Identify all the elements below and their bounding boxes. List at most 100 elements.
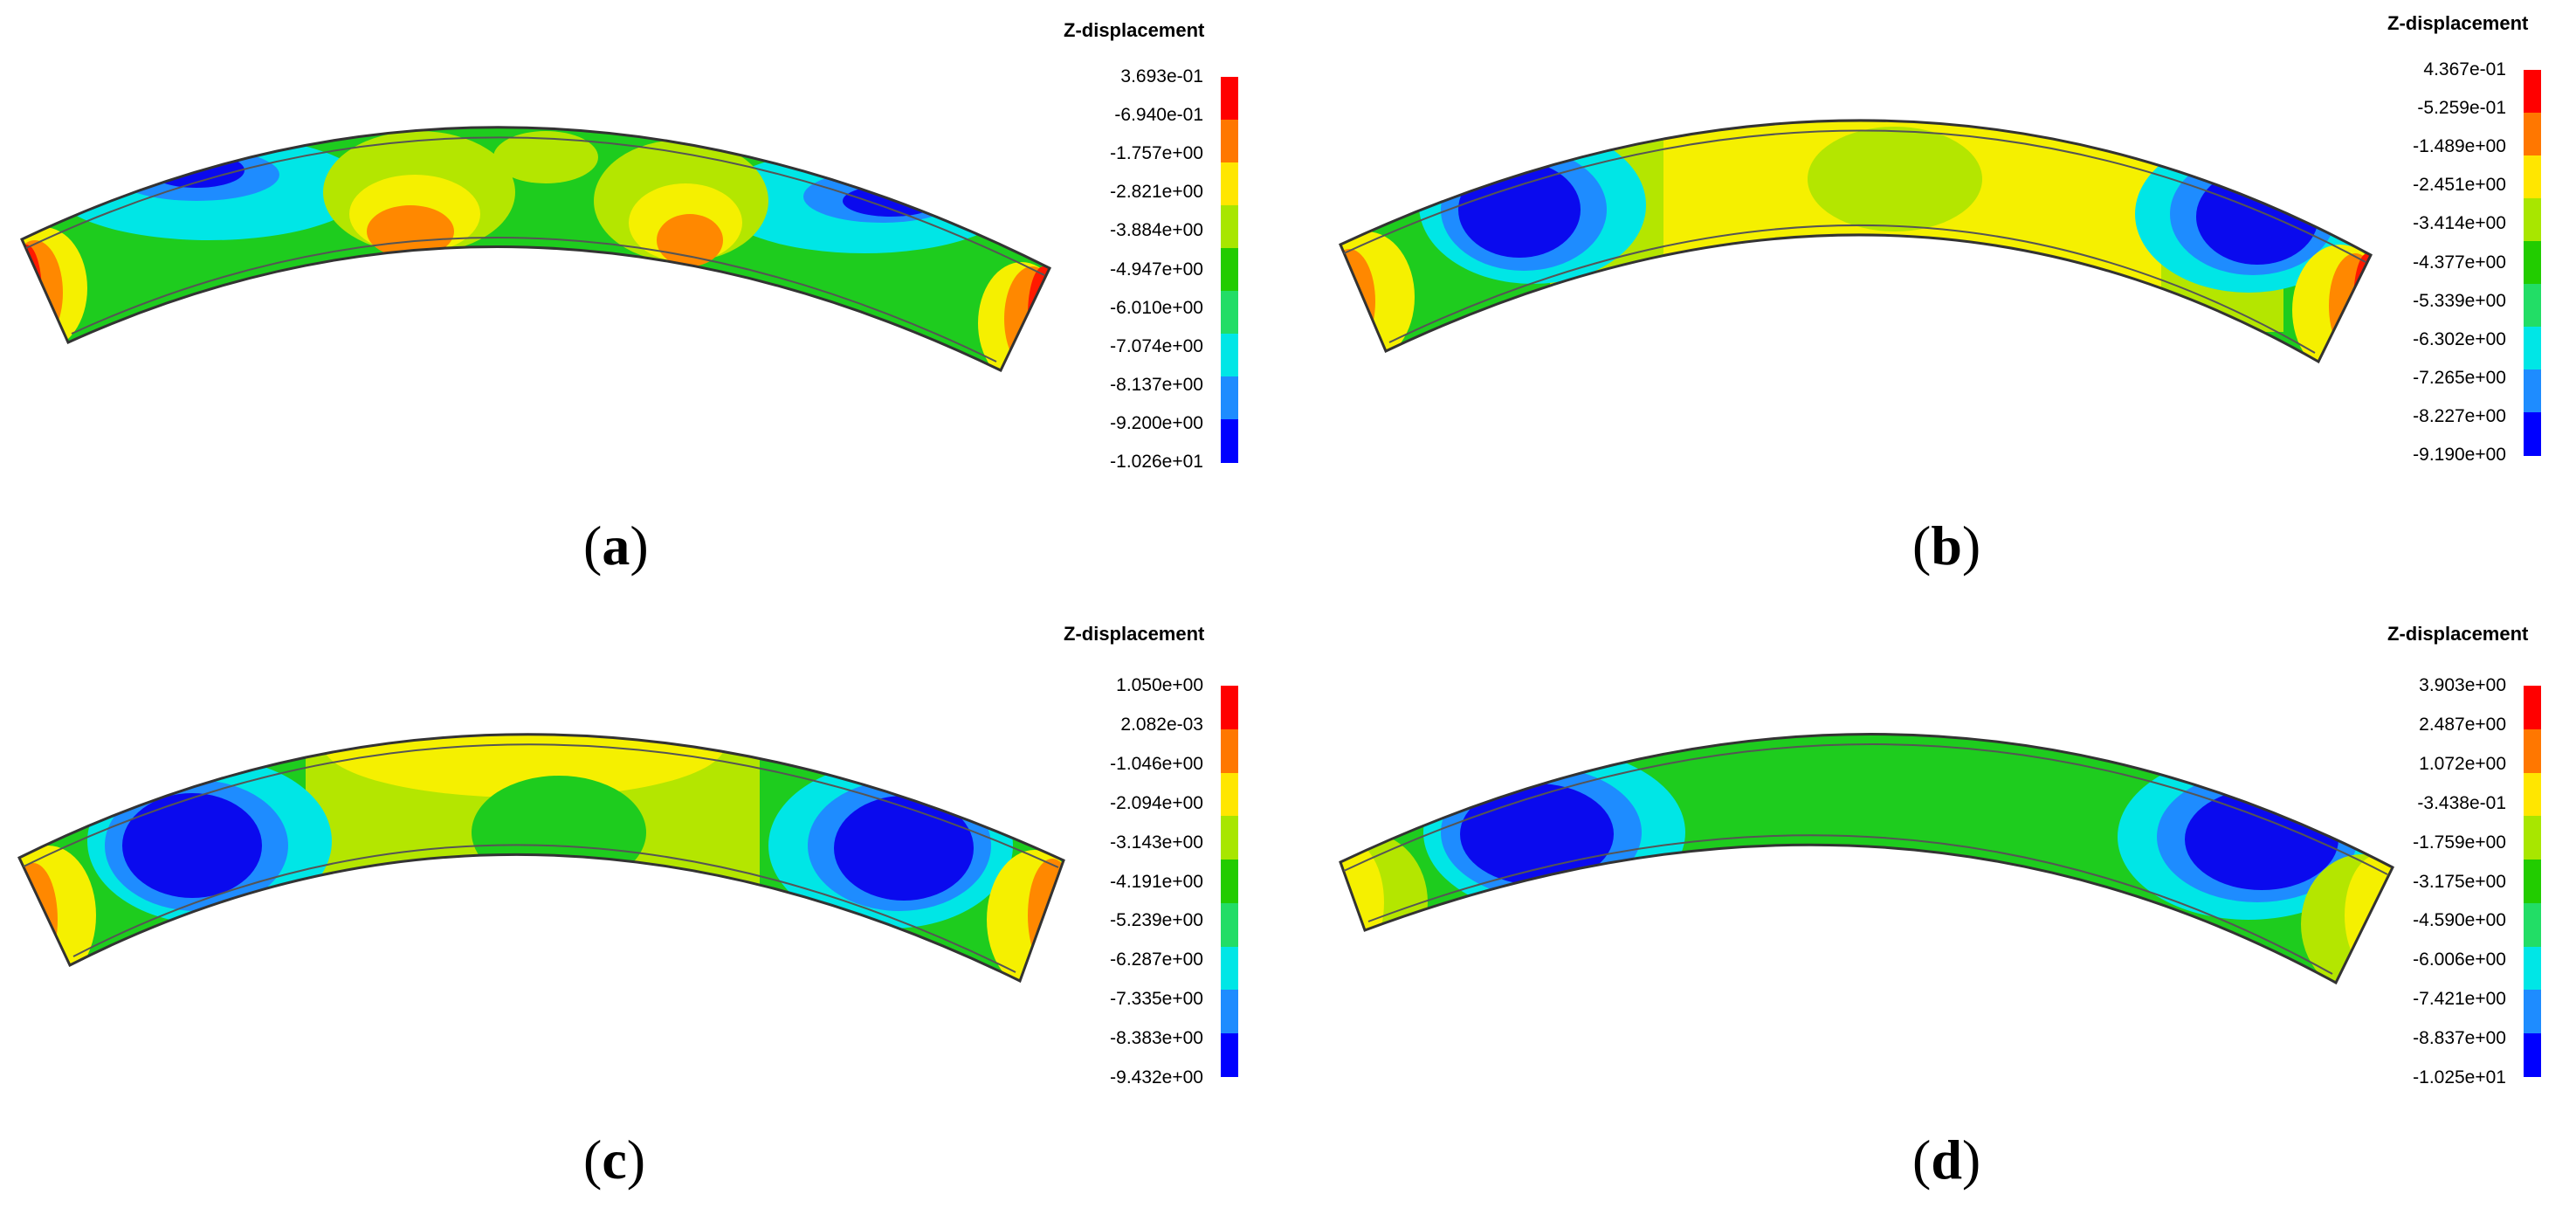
arch-inner-line [23, 743, 1059, 868]
legend-tick-label: -2.821e+00 [1110, 182, 1203, 202]
contour-plot-d [1339, 633, 2394, 985]
colorbar-swatch [2524, 369, 2541, 413]
legend-tick-label: -6.010e+00 [1110, 298, 1203, 318]
legend-tick-label: -5.259e-01 [2417, 98, 2506, 118]
legend-title: Z-displacement [1064, 623, 1205, 645]
colorbar-swatch [2524, 327, 2541, 370]
field-orange-leftend [19, 863, 58, 977]
legend-tick-label: -3.414e+00 [2413, 213, 2506, 233]
legend-tick-label: 2.082e-03 [1120, 715, 1203, 735]
legend-tick-label: -8.227e+00 [2413, 406, 2506, 426]
contour-plot-a [20, 126, 1051, 373]
contour-plot-b [1339, 119, 2373, 364]
arch-inner-line [25, 136, 1045, 276]
legend-tick-label: -4.377e+00 [2413, 252, 2506, 273]
colorbar-swatch [1221, 728, 1238, 774]
legend-title: Z-displacement [2387, 623, 2529, 645]
legend-tick-label: -4.191e+00 [1110, 872, 1203, 892]
legend-tick-label: -3.438e-01 [2417, 793, 2506, 813]
panel-label-d: (d) [1912, 1129, 1981, 1191]
colorbar-swatch [2524, 772, 2541, 817]
colorbar [1221, 77, 1238, 463]
colorbar-swatch [2524, 113, 2541, 156]
field-orange-topedge [1637, 633, 2091, 665]
legend-tick-label: 1.072e+00 [2419, 754, 2506, 774]
colorbar-swatch [1221, 205, 1238, 249]
arch-inner-line [72, 844, 1016, 973]
colorbar-swatch [2524, 284, 2541, 328]
legend-title: Z-displacement [2387, 12, 2529, 34]
legend-tick-label: -7.335e+00 [1110, 989, 1203, 1009]
colorbar-swatch [2524, 1033, 2541, 1078]
colorbar-swatch [1221, 686, 1238, 730]
colorbar [1221, 686, 1238, 1078]
legend-tick-label: -2.451e+00 [2413, 175, 2506, 195]
colorbar-swatch [1221, 816, 1238, 860]
legend-tick-label: -7.074e+00 [1110, 336, 1203, 356]
field-yellow-topedge [1637, 640, 2161, 693]
legend-tick-label: -1.489e+00 [2413, 136, 2506, 156]
colorbar-swatch [2524, 198, 2541, 242]
arch-outline [20, 126, 1051, 373]
legend-tick-label: -1.759e+00 [2413, 832, 2506, 853]
colorbar-swatch [1221, 1033, 1238, 1078]
legend-tick-label: -5.339e+00 [2413, 291, 2506, 311]
legend-tick-label: -6.302e+00 [2413, 329, 2506, 349]
panel-c: Z-displacement 1.050e+00 2.082e-03 -1.04… [0, 614, 1288, 1228]
legend-tick-label: -6.940e-01 [1114, 105, 1203, 125]
field-orange-2 [657, 214, 723, 266]
field-yellow-leftend [1340, 841, 1384, 963]
field-yellowgreen-dome [1808, 127, 1982, 231]
colorbar-swatch [2524, 70, 2541, 114]
legend-title: Z-displacement [1064, 19, 1205, 41]
colorbar-swatch [2524, 946, 2541, 991]
legend-tick-label: -3.884e+00 [1110, 220, 1203, 240]
legend-tick-label: -8.137e+00 [1110, 375, 1203, 395]
legend-tick-label: -9.190e+00 [2413, 445, 2506, 465]
colorbar-swatch [1221, 162, 1238, 206]
legend-tick-label: -9.432e+00 [1110, 1067, 1203, 1087]
colorbar-swatch [2524, 686, 2541, 730]
colorbar-swatch [2524, 860, 2541, 904]
legend-tick-label: -9.200e+00 [1110, 413, 1203, 433]
field-red-leftend [22, 245, 42, 341]
colorbar-swatch [2524, 412, 2541, 456]
arch-outline [1339, 733, 2394, 985]
colorbar-swatch [1221, 772, 1238, 817]
colorbar-swatch [2524, 241, 2541, 285]
colorbar-swatch [1221, 334, 1238, 377]
legend-tick-label: -4.590e+00 [2413, 910, 2506, 930]
colorbar-swatch [1221, 291, 1238, 335]
arch-inner-line [1388, 224, 2316, 354]
arch-inner-line [1343, 743, 2388, 875]
legend-tick-label: -6.287e+00 [1110, 949, 1203, 970]
field-blue-right [834, 796, 974, 901]
panel-d: Z-displacement 3.903e+00 2.487e+00 1.072… [1288, 614, 2576, 1228]
colorbar-swatch [1221, 902, 1238, 948]
panel-b: Z-displacement 4.367e-01 -5.259e-01 -1.4… [1288, 0, 2576, 614]
arch-inner-line [1367, 834, 2333, 975]
legend-tick-label: -8.383e+00 [1110, 1028, 1203, 1048]
legend-tick-label: -3.143e+00 [1110, 832, 1203, 853]
panel-label-a: (a) [583, 514, 649, 577]
legend-tick-label: -1.025e+01 [2413, 1067, 2506, 1087]
field-orange-topedge [306, 675, 742, 728]
legend-tick-label: -1.046e+00 [1110, 754, 1203, 774]
legend-tick-label: -8.837e+00 [2413, 1028, 2506, 1048]
legend-tick-label: 4.367e-01 [2423, 59, 2506, 79]
colorbar-swatch [2524, 990, 2541, 1034]
legend-tick-label: -3.175e+00 [2413, 872, 2506, 892]
colorbar-swatch [1221, 860, 1238, 904]
legend-tick-label: -1.757e+00 [1110, 143, 1203, 163]
legend-tick-label: 1.050e+00 [1116, 675, 1203, 695]
colorbar-swatch [2524, 902, 2541, 948]
arch-outline [1339, 119, 2373, 364]
legend-tick-label: -4.947e+00 [1110, 259, 1203, 280]
field-yellowgreen-top [1611, 653, 2187, 732]
colorbar [2524, 686, 2541, 1078]
legend-tick-label: 3.693e-01 [1120, 66, 1203, 86]
panel-label-b: (b) [1912, 514, 1981, 577]
colorbar-swatch [2524, 816, 2541, 860]
contour-plot-c [17, 675, 1065, 984]
legend-tick-label: -2.094e+00 [1110, 793, 1203, 813]
